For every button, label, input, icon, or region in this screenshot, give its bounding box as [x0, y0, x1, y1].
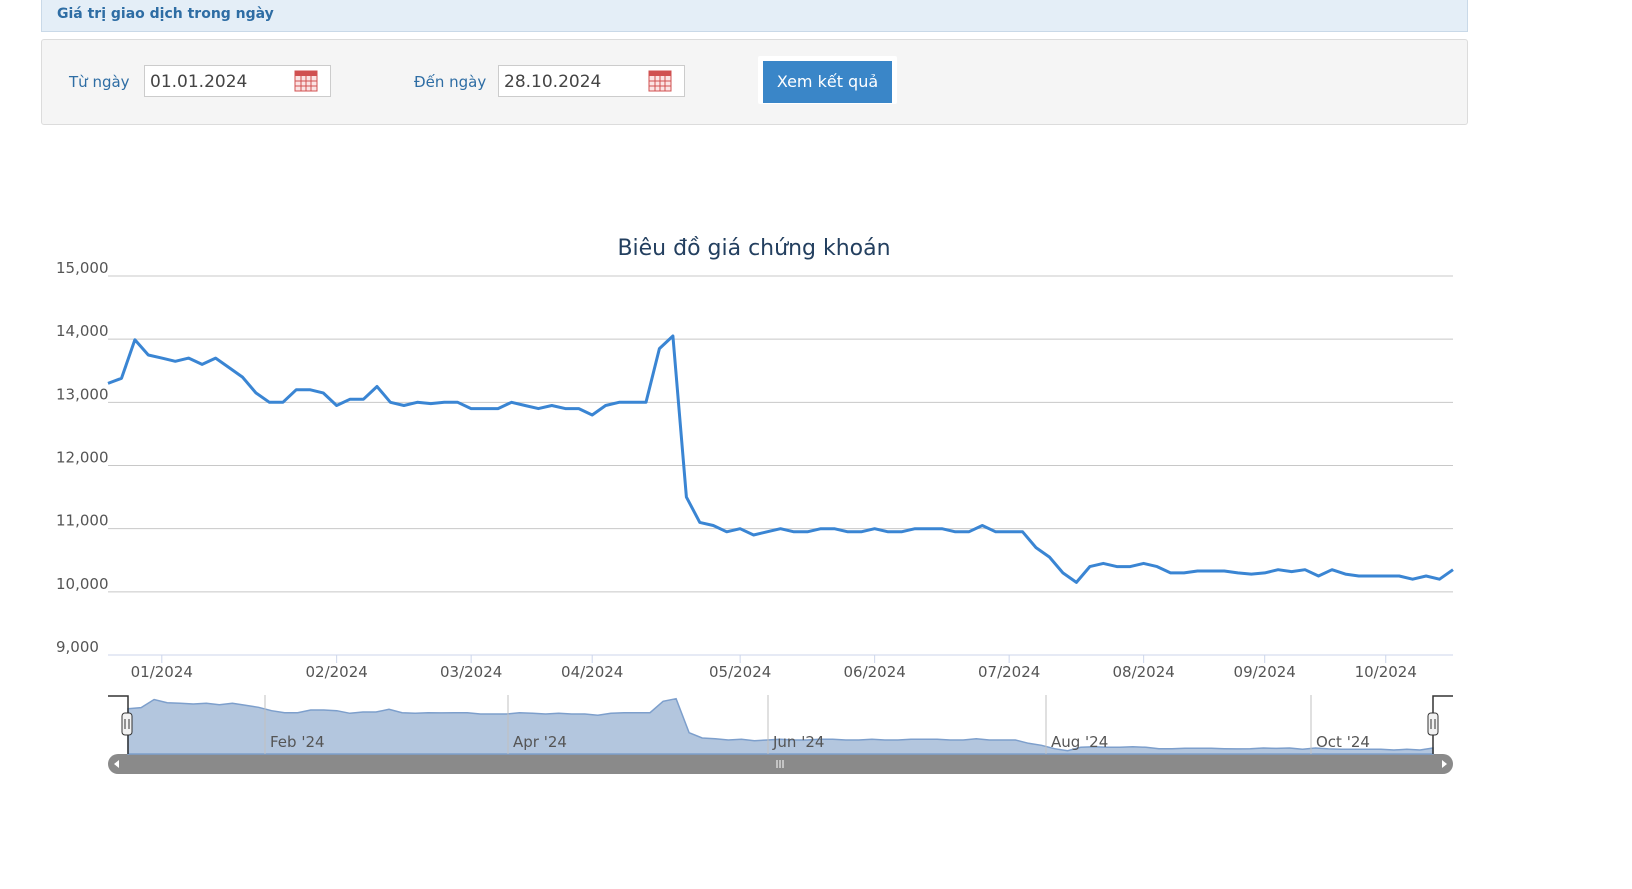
x-tick-label: 04/2024: [561, 663, 623, 681]
handle-grip: [1430, 719, 1436, 729]
y-tick-label: 11,000: [56, 512, 109, 530]
chart: Biêu đồ giá chứng khoán 9,000 10,000 11,00…: [56, 236, 1454, 774]
y-tick-label: 15,000: [56, 259, 109, 277]
navigator-label: Apr '24: [513, 733, 567, 751]
to-label: Đến ngày: [414, 73, 487, 91]
section-header: Giá trị giao dịch trong ngày: [41, 0, 1468, 32]
y-tick-label: 12,000: [56, 449, 109, 467]
x-tick-label: 09/2024: [1234, 663, 1296, 681]
x-tick-label: 01/2024: [131, 663, 193, 681]
calendar-icon[interactable]: [648, 70, 672, 92]
y-tick-label: 10,000: [56, 575, 109, 593]
y-tick-label: 9,000: [56, 638, 99, 656]
from-label: Từ ngày: [69, 73, 130, 91]
from-value: 01.01.2024: [150, 72, 248, 92]
y-tick-label: 14,000: [56, 322, 109, 340]
navigator-handle[interactable]: [1427, 712, 1439, 736]
navigator-label: Aug '24: [1051, 733, 1108, 751]
x-tick-label: 03/2024: [440, 663, 502, 681]
x-tick-label: 08/2024: [1112, 663, 1174, 681]
handle-grip: [124, 719, 130, 729]
to-value: 28.10.2024: [504, 72, 602, 92]
to-input[interactable]: 28.10.2024: [498, 65, 685, 97]
x-tick-label: 10/2024: [1355, 663, 1417, 681]
page: {"header": {"title": "Giá trị giao dịch …: [41, 0, 1468, 774]
navigator-area: [127, 697, 1434, 755]
price-line: [107, 334, 1454, 584]
y-tick-label: 13,000: [56, 385, 109, 403]
section-title: Giá trị giao dịch trong ngày: [57, 6, 274, 22]
from-input[interactable]: 01.01.2024: [144, 65, 331, 97]
x-tick-label: 07/2024: [978, 663, 1040, 681]
date-form: Từ ngày 01.01.2024 Đến ngày 28.10.2024 X…: [41, 39, 1468, 125]
submit-button-frame: Xem kết quả: [758, 56, 897, 104]
x-tick-label: 05/2024: [709, 663, 771, 681]
x-tick-label: 06/2024: [843, 663, 905, 681]
navigator-label: Feb '24: [270, 733, 325, 751]
navigator-label: Oct '24: [1316, 733, 1370, 751]
x-tick-label: 02/2024: [305, 663, 367, 681]
chart-title: Biêu đồ giá chứng khoán: [617, 236, 890, 261]
navigator-label: Jun '24: [772, 733, 824, 751]
submit-button[interactable]: Xem kết quả: [763, 61, 892, 103]
navigator-handle[interactable]: [121, 712, 133, 736]
calendar-icon[interactable]: [294, 70, 318, 92]
